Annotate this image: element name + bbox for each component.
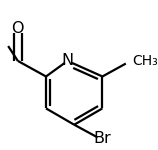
Text: N: N: [61, 53, 74, 68]
Text: O: O: [12, 21, 24, 36]
Text: CH₃: CH₃: [132, 54, 158, 68]
Text: Br: Br: [94, 131, 111, 146]
